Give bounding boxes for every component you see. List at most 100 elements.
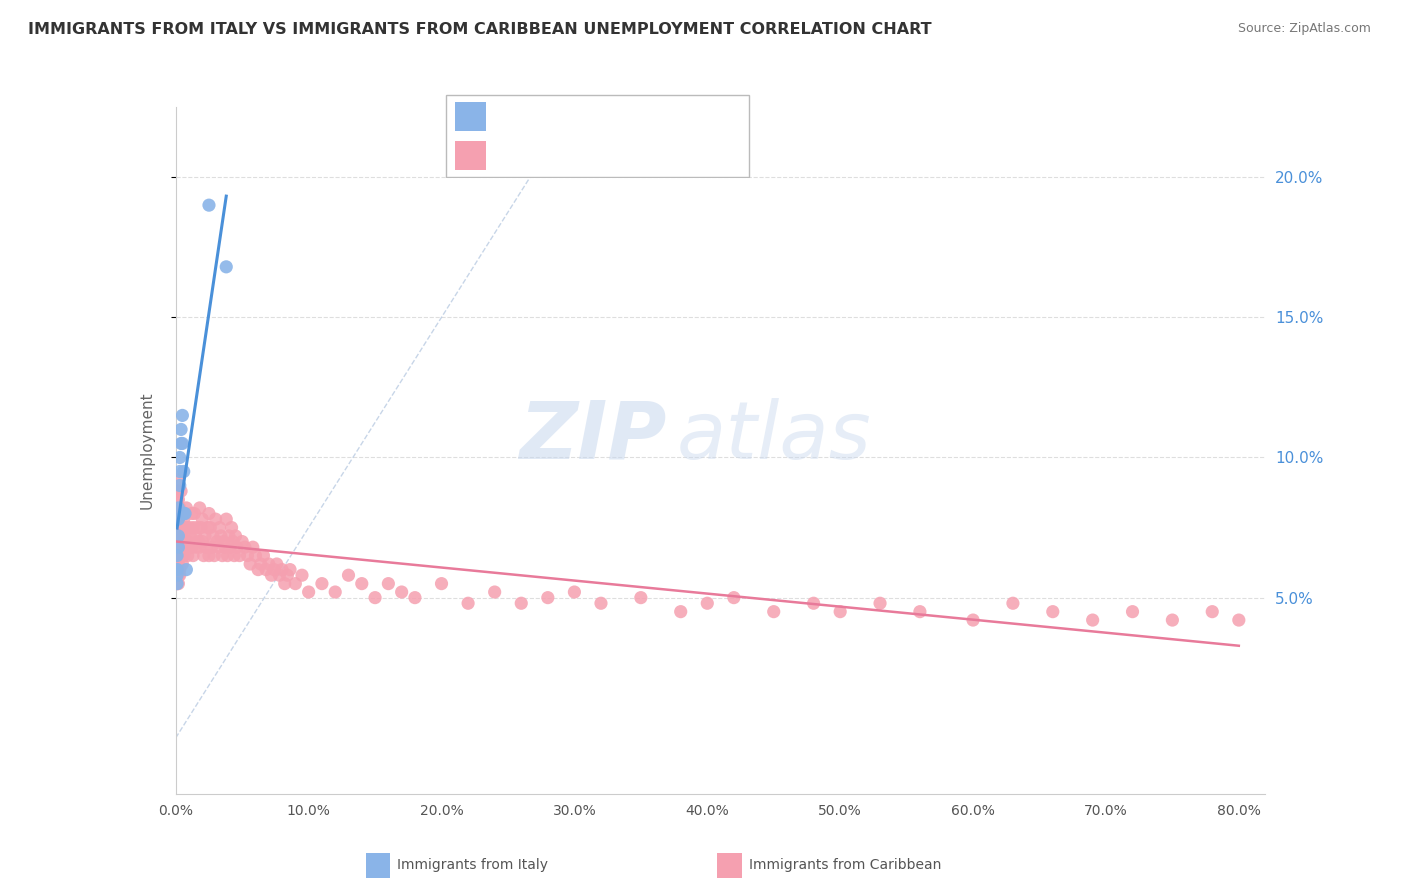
Point	[169, 465, 191, 479]
Point	[169, 568, 191, 582]
Point	[174, 540, 197, 554]
Point	[173, 465, 195, 479]
Point	[249, 557, 271, 571]
Point	[172, 557, 194, 571]
Point	[510, 596, 533, 610]
Point	[170, 549, 193, 563]
Point	[177, 520, 200, 534]
Point	[166, 563, 188, 577]
Point	[218, 529, 240, 543]
Point	[205, 534, 228, 549]
Point	[278, 563, 301, 577]
Point	[176, 563, 198, 577]
Point	[191, 512, 214, 526]
Point	[183, 507, 205, 521]
Point	[190, 520, 212, 534]
Point	[252, 549, 274, 563]
Point	[187, 534, 209, 549]
Point	[589, 596, 612, 610]
Point	[202, 549, 225, 563]
Point	[197, 520, 219, 534]
Point	[247, 563, 270, 577]
Text: atlas: atlas	[678, 398, 872, 475]
Point	[170, 529, 193, 543]
Point	[430, 576, 453, 591]
FancyBboxPatch shape	[456, 103, 486, 131]
Point	[167, 557, 190, 571]
Point	[186, 520, 208, 534]
Point	[377, 576, 399, 591]
Point	[166, 568, 188, 582]
Point	[177, 549, 200, 563]
Point	[269, 568, 291, 582]
Point	[200, 520, 222, 534]
Text: Immigrants from Italy: Immigrants from Italy	[398, 858, 548, 872]
Point	[228, 549, 250, 563]
Point	[201, 540, 224, 554]
Point	[166, 563, 188, 577]
FancyBboxPatch shape	[456, 141, 486, 169]
Point	[173, 507, 195, 521]
Point	[184, 529, 207, 543]
Point	[239, 557, 262, 571]
Point	[254, 563, 277, 577]
Point	[166, 484, 188, 499]
Point	[169, 450, 191, 465]
Point	[184, 540, 207, 554]
Point	[391, 585, 413, 599]
Point	[1161, 613, 1184, 627]
Point	[172, 436, 194, 450]
Point	[170, 507, 193, 521]
Point	[166, 557, 188, 571]
FancyBboxPatch shape	[366, 853, 391, 878]
Point	[198, 198, 221, 212]
Point	[194, 529, 217, 543]
Point	[167, 540, 190, 554]
Point	[166, 520, 188, 534]
Point	[225, 540, 247, 554]
Point	[263, 563, 285, 577]
Point	[211, 549, 233, 563]
Point	[177, 540, 200, 554]
Point	[1001, 596, 1024, 610]
Point	[173, 529, 195, 543]
Point	[762, 605, 785, 619]
Point	[167, 534, 190, 549]
Text: Source: ZipAtlas.com: Source: ZipAtlas.com	[1237, 22, 1371, 36]
Point	[364, 591, 387, 605]
Point	[803, 596, 825, 610]
Point	[167, 529, 190, 543]
Point	[166, 529, 188, 543]
Point	[167, 520, 190, 534]
Point	[257, 557, 280, 571]
Point	[166, 576, 188, 591]
Point	[212, 534, 235, 549]
Point	[260, 568, 283, 582]
Point	[173, 512, 195, 526]
Point	[166, 492, 188, 507]
Point	[166, 500, 188, 515]
Point	[337, 568, 360, 582]
Point	[207, 540, 229, 554]
Point	[170, 422, 193, 436]
Point	[167, 576, 190, 591]
Point	[167, 492, 190, 507]
Point	[173, 549, 195, 563]
Point	[214, 540, 236, 554]
Point	[723, 591, 745, 605]
Text: ZIP: ZIP	[519, 398, 666, 475]
Point	[274, 576, 297, 591]
Point	[167, 568, 190, 582]
Point	[180, 507, 202, 521]
Text: Immigrants from Caribbean: Immigrants from Caribbean	[748, 858, 941, 872]
Point	[208, 520, 231, 534]
Point	[291, 568, 314, 582]
Point	[169, 540, 191, 554]
Point	[323, 585, 346, 599]
Point	[191, 534, 214, 549]
Point	[169, 478, 191, 492]
Point	[1121, 605, 1143, 619]
Point	[242, 540, 264, 554]
Point	[669, 605, 692, 619]
Point	[564, 585, 586, 599]
